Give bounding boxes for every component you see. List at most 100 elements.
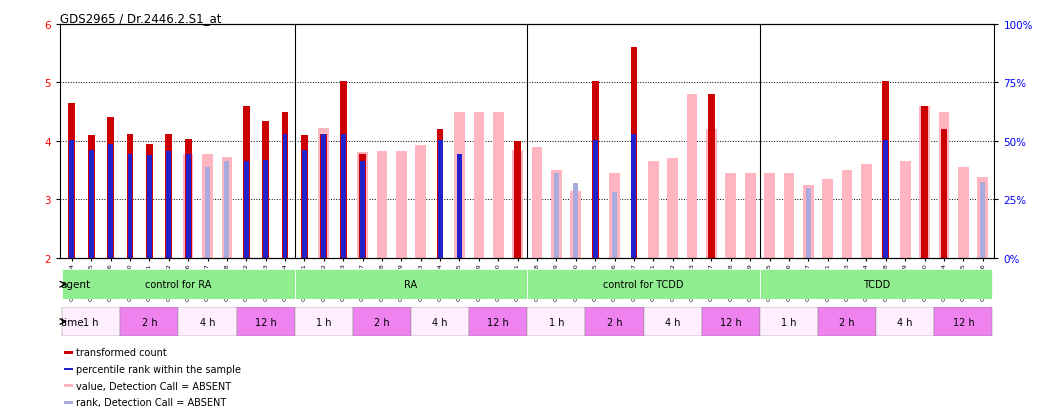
Text: 4 h: 4 h [199,317,215,327]
Text: 1 h: 1 h [83,317,99,327]
Bar [263,122,269,258]
Text: percentile rank within the sample: percentile rank within the sample [76,364,241,374]
Bar [862,165,872,258]
Bar [513,150,523,258]
Bar [202,154,213,258]
Bar [165,135,172,258]
Bar [69,104,75,258]
Bar [630,48,637,258]
Bar [708,95,715,258]
Bar [339,82,347,258]
Bar [527,307,585,337]
Bar [186,154,191,258]
Bar [592,82,599,258]
Bar [321,135,327,258]
Bar [264,160,268,258]
Bar [183,154,193,258]
Bar [593,140,598,258]
Bar [882,82,890,258]
Bar [940,130,948,258]
Bar [359,154,366,258]
Bar [760,270,992,299]
Text: 2 h: 2 h [374,317,389,327]
Text: 4 h: 4 h [898,317,913,327]
Bar [107,118,114,258]
Bar [764,173,775,258]
Bar [63,401,73,404]
Bar [108,145,113,258]
Bar [609,173,620,258]
Bar [531,147,542,258]
Bar [726,173,736,258]
Bar [687,95,698,258]
Text: time: time [60,317,84,327]
Bar [784,173,794,258]
Bar [876,307,934,337]
Bar [469,307,527,337]
Bar [206,168,210,258]
Bar [166,152,171,258]
Text: TCDD: TCDD [863,280,890,290]
Bar [437,130,443,258]
Text: 4 h: 4 h [665,317,681,327]
Bar [900,162,910,258]
Bar [573,183,578,258]
Text: control for TCDD: control for TCDD [603,280,684,290]
Bar [357,153,367,258]
Bar [411,307,469,337]
Text: 12 h: 12 h [488,317,509,327]
Bar [89,150,93,258]
Text: 12 h: 12 h [953,317,975,327]
Bar [842,171,852,258]
Bar [186,152,191,258]
Bar [353,307,411,337]
Bar [457,154,462,258]
Text: transformed count: transformed count [76,348,167,358]
Bar [221,158,233,258]
Bar [70,140,75,258]
Bar [920,107,930,258]
Bar [455,112,465,258]
Bar [302,150,307,258]
Bar [667,159,678,258]
Bar [360,158,365,258]
Bar [934,307,992,337]
Bar [282,135,288,258]
Bar [281,112,289,258]
Bar [805,188,811,258]
Bar [702,307,760,337]
Bar [415,146,426,258]
Bar [63,385,73,387]
Text: 1 h: 1 h [316,317,331,327]
Bar [760,307,818,337]
Bar [128,154,133,258]
Bar [88,135,94,258]
Bar [295,270,527,299]
Bar [612,193,617,258]
Text: 12 h: 12 h [720,317,742,327]
Bar [514,142,521,258]
Bar [457,154,462,258]
Bar [527,270,760,299]
Bar [631,173,636,258]
Bar [438,140,442,258]
Bar [185,140,192,258]
Bar [631,135,636,258]
Bar [244,162,249,258]
Text: 2 h: 2 h [606,317,623,327]
Bar [322,135,326,258]
Bar [644,307,702,337]
Bar [822,179,834,258]
Bar [938,112,950,258]
Bar [706,130,717,258]
Text: control for RA: control for RA [145,280,212,290]
Bar [295,307,353,337]
Bar [224,162,229,258]
Bar [340,135,346,258]
Bar [301,135,308,258]
Text: 1 h: 1 h [782,317,797,327]
Text: rank, Detection Call = ABSENT: rank, Detection Call = ABSENT [76,397,226,408]
Bar [395,152,407,258]
Bar [319,128,329,258]
Bar [179,307,237,337]
